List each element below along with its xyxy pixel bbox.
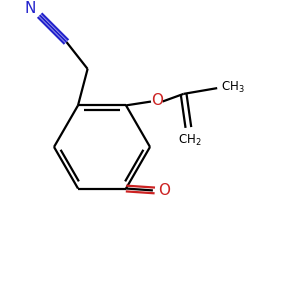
Text: O: O <box>158 183 170 198</box>
Text: N: N <box>24 1 36 16</box>
Text: CH$_2$: CH$_2$ <box>178 134 201 148</box>
Text: CH$_3$: CH$_3$ <box>221 80 244 95</box>
Text: O: O <box>151 93 163 108</box>
